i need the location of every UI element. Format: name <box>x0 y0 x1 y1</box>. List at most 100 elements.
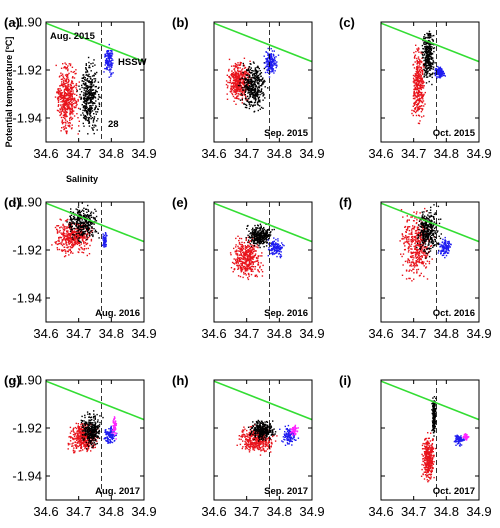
data-point <box>108 61 110 64</box>
data-point <box>255 260 257 262</box>
data-point <box>74 242 76 244</box>
data-point <box>417 248 419 251</box>
data-point <box>439 72 441 74</box>
data-point <box>253 80 255 83</box>
data-point <box>101 244 103 247</box>
data-point <box>420 81 422 83</box>
data-point <box>428 262 431 265</box>
data-point <box>77 117 79 119</box>
data-point <box>83 117 86 120</box>
series-red <box>399 207 435 282</box>
data-point <box>231 85 234 88</box>
data-point <box>243 262 246 264</box>
data-point <box>79 211 81 214</box>
data-point <box>425 256 427 258</box>
data-point <box>56 248 59 251</box>
data-point <box>255 229 257 231</box>
data-point <box>422 227 424 229</box>
data-point <box>79 88 81 90</box>
data-point <box>62 224 64 227</box>
data-point <box>106 66 108 68</box>
data-point <box>438 71 440 74</box>
data-point <box>249 263 251 265</box>
data-point <box>93 96 95 98</box>
data-point <box>73 98 75 101</box>
data-point <box>83 210 85 212</box>
data-point <box>237 256 239 258</box>
data-point <box>248 81 250 83</box>
x-tick-label: 34.8 <box>99 326 124 341</box>
data-point <box>67 99 70 101</box>
data-point <box>87 80 89 82</box>
data-point <box>421 73 424 76</box>
data-point <box>246 69 248 71</box>
data-point <box>238 241 241 244</box>
data-point <box>87 229 89 231</box>
data-point <box>425 60 427 62</box>
data-point <box>413 93 415 95</box>
data-point <box>68 124 71 126</box>
data-point <box>72 86 75 88</box>
data-point <box>258 89 260 92</box>
data-point <box>420 261 422 264</box>
data-point <box>260 233 263 235</box>
data-point <box>249 63 251 65</box>
data-point <box>80 243 82 245</box>
data-point <box>418 253 421 255</box>
data-point <box>254 99 257 102</box>
data-point <box>266 60 269 63</box>
data-point <box>63 113 66 115</box>
data-point <box>418 74 421 76</box>
data-point <box>56 229 59 231</box>
data-point <box>426 246 428 248</box>
data-point <box>88 102 91 104</box>
data-point <box>109 55 111 57</box>
data-point <box>250 93 252 96</box>
data-point <box>247 68 250 70</box>
data-point <box>63 243 65 245</box>
data-point <box>438 70 440 72</box>
data-point <box>257 255 259 257</box>
data-point <box>235 251 238 253</box>
data-point <box>69 100 72 103</box>
data-point <box>235 237 237 240</box>
data-point <box>253 98 255 100</box>
data-point <box>245 237 247 239</box>
x-tick-label: 34.8 <box>434 146 459 161</box>
data-point <box>415 222 418 225</box>
data-point <box>92 95 94 98</box>
data-point <box>237 259 239 261</box>
data-point <box>415 260 417 262</box>
data-point <box>431 62 433 65</box>
data-point <box>90 238 93 241</box>
data-point <box>61 244 64 247</box>
data-point <box>235 258 237 261</box>
data-point <box>244 84 247 87</box>
data-point <box>76 232 78 234</box>
data-point <box>90 70 92 72</box>
data-point <box>249 95 252 97</box>
data-point <box>406 221 408 223</box>
x-tick-label: 34.8 <box>267 146 292 161</box>
data-point <box>423 68 425 71</box>
data-point <box>271 57 273 59</box>
data-point <box>247 99 249 101</box>
data-point <box>90 93 92 95</box>
data-point <box>87 209 89 211</box>
data-point <box>248 66 251 68</box>
data-point <box>86 78 89 80</box>
data-point <box>81 77 83 79</box>
data-point <box>262 83 264 85</box>
data-point <box>249 268 251 270</box>
data-point <box>77 98 79 101</box>
data-point <box>248 249 250 251</box>
data-point <box>264 71 267 74</box>
data-point <box>79 220 81 223</box>
data-point <box>67 81 70 83</box>
data-point <box>91 107 93 110</box>
data-point <box>63 94 66 96</box>
data-point <box>237 95 239 97</box>
data-point <box>261 275 264 277</box>
data-point <box>89 88 91 90</box>
data-point <box>96 120 98 122</box>
